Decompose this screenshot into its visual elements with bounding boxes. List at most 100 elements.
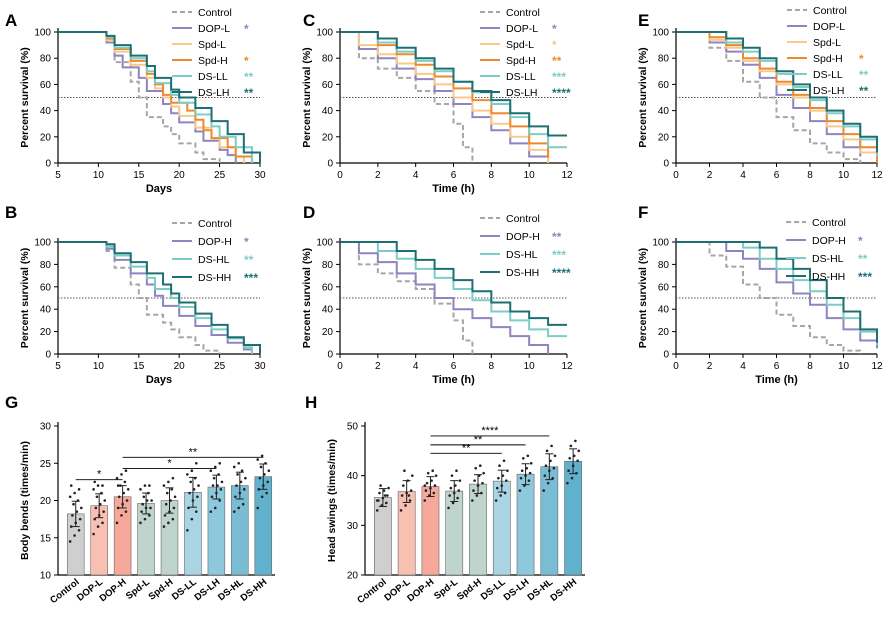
panel-letter: A [5, 11, 17, 30]
data-point [120, 473, 123, 476]
data-point [172, 506, 176, 510]
data-point [498, 464, 501, 468]
data-point [260, 454, 264, 458]
data-point [92, 488, 95, 491]
data-point [124, 469, 128, 473]
significance-label: ** [474, 434, 483, 446]
data-point [265, 491, 268, 495]
legend-label: DS-HL [506, 249, 538, 261]
y-tick-label: 100 [316, 238, 333, 249]
data-point [95, 495, 99, 499]
data-point [78, 517, 82, 521]
data-point [528, 471, 532, 475]
data-point [375, 509, 379, 512]
data-point [576, 459, 579, 463]
x-tick-label: 2 [375, 170, 381, 181]
data-point [163, 514, 167, 517]
series-line-ds-hl [340, 241, 567, 338]
x-tick-label: 0 [673, 361, 679, 372]
significance-label: ** [462, 442, 471, 454]
panel-F: F 0 20 40 60 80 100 0 2 4 6 8 10 12 Time (h) Percent su… [637, 203, 883, 386]
data-point [170, 488, 174, 491]
data-point [148, 514, 151, 517]
y-tick-label: 20 [322, 132, 334, 143]
data-point [171, 517, 175, 521]
legend-significance: * [552, 38, 557, 52]
data-point [495, 486, 499, 490]
data-point [197, 484, 200, 487]
legend-label: Spd-L [506, 39, 534, 51]
x-tick-label: 12 [561, 170, 573, 181]
x-tick-label: 15 [133, 361, 145, 372]
data-point [543, 474, 547, 477]
y-tick-label: 60 [658, 80, 670, 91]
y-axis-label: Head swings (times/min) [326, 439, 338, 562]
legend-label: DOP-L [506, 23, 538, 35]
data-point [148, 484, 151, 487]
legend-label: DS-LL [198, 71, 228, 83]
y-tick-label: 0 [663, 350, 669, 361]
category-label: DS-LH [193, 577, 223, 604]
x-tick-label: 12 [871, 170, 883, 181]
data-point [125, 499, 129, 502]
data-point [426, 471, 430, 475]
data-point [210, 495, 214, 499]
x-tick-label: 2 [707, 170, 713, 181]
data-point [518, 489, 522, 492]
data-point [188, 491, 191, 495]
data-point [424, 489, 428, 492]
data-point [139, 488, 142, 491]
legend-label: DS-HL [198, 254, 230, 266]
y-tick-label: 60 [658, 282, 670, 293]
x-tick-label: 25 [214, 361, 226, 372]
y-tick-label: 100 [652, 238, 669, 249]
series-line-ds-hh [676, 241, 878, 343]
x-tick-label: 15 [133, 170, 145, 181]
data-point [77, 529, 81, 532]
x-tick-label: 8 [807, 170, 813, 181]
legend-significance: ** [552, 230, 562, 244]
x-tick-label: 12 [561, 361, 573, 372]
data-point [186, 473, 189, 476]
data-point [260, 495, 264, 499]
data-point [478, 464, 482, 468]
panel-H: H 20 30 40 50 Head swings (times/min) Control D… [305, 393, 585, 606]
legend-significance: * [244, 54, 249, 68]
data-point [450, 474, 454, 477]
legend-significance: * [244, 235, 249, 249]
data-point [383, 494, 387, 497]
data-point [568, 456, 572, 460]
y-tick-label: 40 [658, 106, 670, 117]
series-line-dop-h [676, 241, 878, 349]
y-tick-label: 100 [652, 28, 669, 39]
legend-significance: *** [552, 248, 566, 262]
data-point [408, 499, 412, 502]
data-point [236, 473, 239, 476]
data-point [232, 465, 236, 469]
data-point [545, 449, 549, 453]
panel-letter: B [5, 203, 17, 222]
data-point [256, 506, 260, 510]
x-tick-label: 4 [413, 361, 419, 372]
legend-label: Spd-H [813, 53, 843, 65]
data-point [425, 481, 429, 485]
legend-significance: *** [244, 271, 258, 285]
y-axis-label: Percent survival (%) [301, 248, 313, 348]
legend-significance: * [244, 22, 249, 36]
data-point [423, 499, 427, 502]
bar-ds-lh [207, 486, 226, 576]
data-point [471, 499, 474, 502]
category-label: DS-HH [548, 577, 579, 604]
legend-label: Spd-L [198, 39, 226, 51]
data-point [218, 499, 222, 502]
data-point [458, 479, 462, 482]
legend-label: DS-LL [813, 69, 843, 81]
data-point [506, 469, 509, 473]
data-point [115, 476, 119, 480]
legend-label: DS-HH [198, 272, 231, 284]
data-point [96, 525, 100, 528]
series-line-control [676, 31, 862, 163]
data-point [499, 494, 502, 497]
legend-significance: * [858, 234, 863, 248]
panel-A: A 0 20 40 60 80 100 5 10 15 20 25 30 Days Percent surv… [5, 7, 266, 195]
